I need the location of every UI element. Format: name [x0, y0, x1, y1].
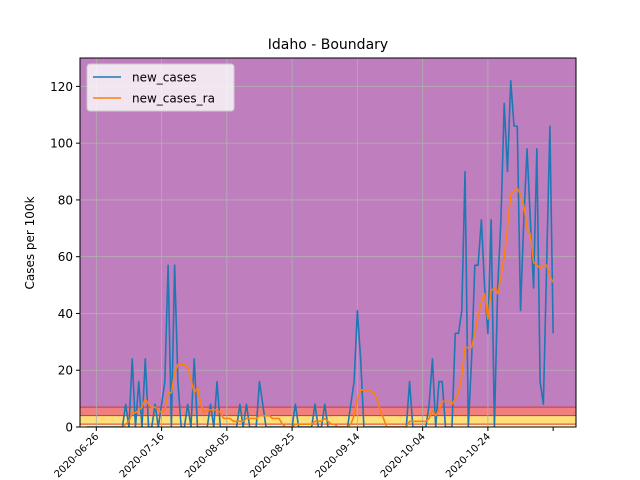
legend-label-new_cases_ra: new_cases_ra — [132, 92, 215, 106]
y-tick-label-1: 20 — [58, 364, 73, 378]
x-tick-label-4: 2020-09-14 — [314, 431, 363, 480]
y-tick-label-0: 0 — [65, 421, 73, 435]
legend-box — [86, 63, 235, 112]
x-tick-label-3: 2020-08-25 — [248, 431, 297, 480]
legend: new_cases new_cases_ra — [86, 63, 235, 112]
legend-label-new_cases: new_cases — [132, 71, 197, 85]
series-line-new_cases_ra — [119, 187, 554, 427]
series-line-new_cases — [86, 79, 554, 427]
plot-frame — [79, 57, 577, 428]
y-axis-label: Cases per 100k — [23, 196, 37, 289]
x-tick-label-6: 2020-10-24 — [444, 431, 493, 480]
y-tick-label-4: 80 — [58, 193, 73, 207]
risk-band-2 — [80, 407, 576, 416]
chart-title: Idaho - Boundary — [268, 37, 388, 53]
y-tick-label-5: 100 — [50, 137, 73, 151]
x-tick-label-5: 2020-10-04 — [379, 431, 428, 480]
plot-area: 0 20 40 60 80 100 120 2020-06-26 2020-07-16 2020-… — [50, 57, 577, 480]
x-tick-label-2: 2020-08-05 — [183, 431, 232, 480]
y-tick-label-3: 60 — [58, 250, 73, 264]
y-tick-label-6: 120 — [50, 80, 73, 94]
x-tick-label-1: 2020-07-16 — [118, 431, 167, 480]
x-tick-label-0: 2020-06-26 — [53, 431, 102, 480]
risk-band-1 — [80, 415, 576, 425]
y-tick-label-2: 40 — [58, 307, 73, 321]
series-group — [86, 79, 554, 427]
